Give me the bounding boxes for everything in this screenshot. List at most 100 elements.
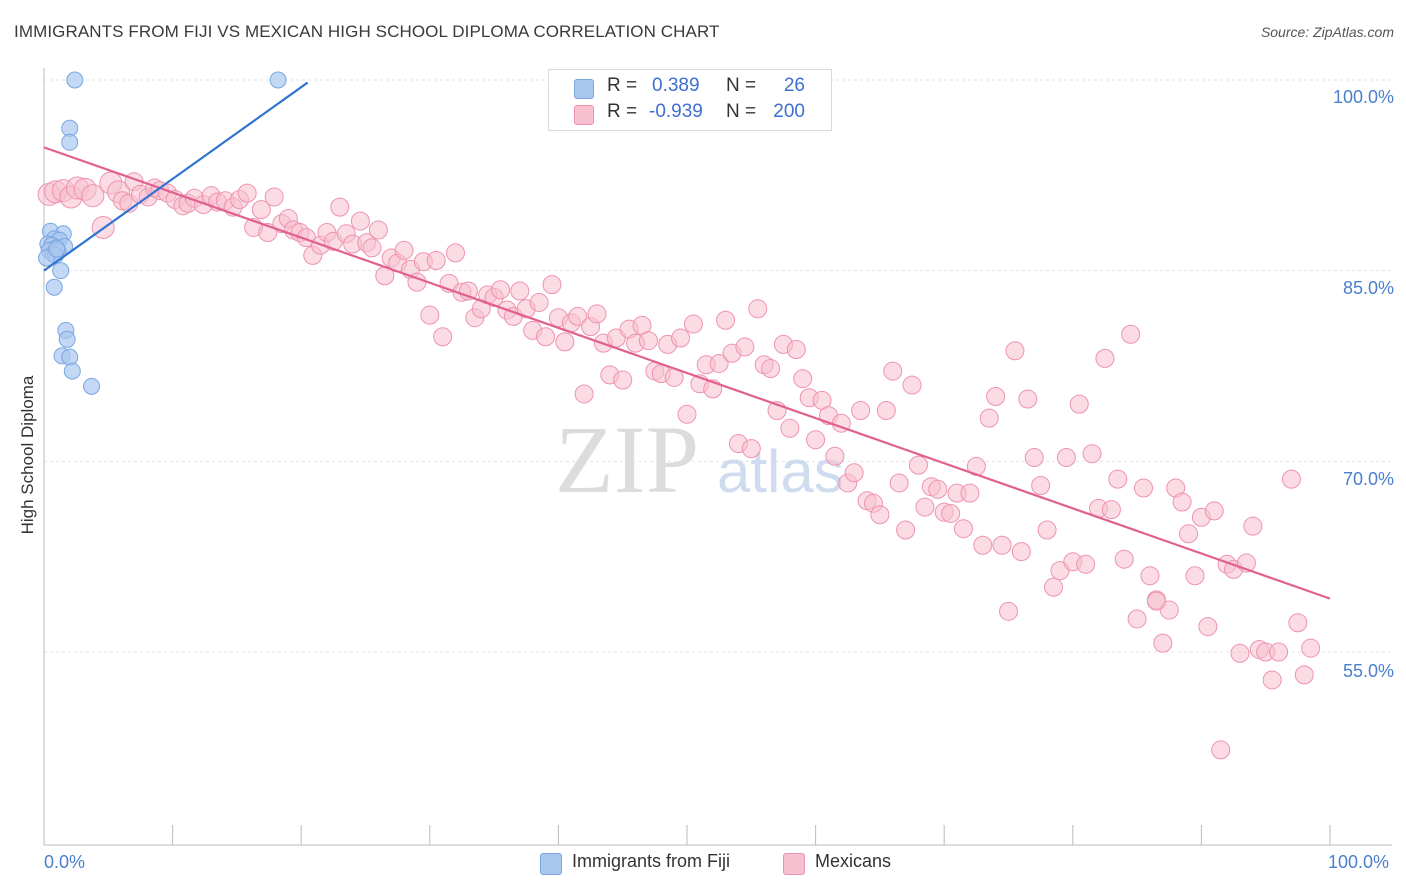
data-point-mexicans	[350, 211, 370, 231]
data-point-mexicans	[237, 183, 257, 203]
data-point-mexicans	[671, 328, 691, 348]
data-point-mexicans	[638, 331, 658, 351]
series-mexicans	[37, 171, 1321, 760]
data-point-mexicans	[1294, 665, 1314, 685]
stats-row-fiji: R = 0.389 N = 26	[549, 75, 831, 101]
data-point-mexicans	[1172, 492, 1192, 512]
data-point-mexicans	[748, 299, 768, 319]
data-point-mexicans	[1146, 591, 1166, 611]
data-point-mexicans	[1127, 609, 1147, 629]
data-point-mexicans	[251, 200, 271, 220]
data-point-mexicans	[1101, 500, 1121, 520]
data-point-mexicans	[510, 281, 530, 301]
data-point-fiji	[45, 278, 63, 296]
stats-legend: R = 0.389 N = 26 R = -0.939 N = 200	[548, 69, 832, 131]
data-point-mexicans	[1301, 638, 1321, 658]
data-point-mexicans	[1037, 520, 1057, 540]
legend-swatch-fiji	[540, 853, 562, 875]
data-point-mexicans	[1076, 554, 1096, 574]
data-point-mexicans	[973, 535, 993, 555]
y-tick-label: 70.0%	[1342, 469, 1394, 489]
data-point-mexicans	[81, 184, 105, 208]
data-point-mexicans	[851, 400, 871, 420]
legend-swatch-mexicans	[574, 105, 594, 125]
legend-swatch-mexicans	[783, 853, 805, 875]
data-point-mexicans	[992, 535, 1012, 555]
n-value-fiji: 26	[783, 75, 805, 96]
data-point-mexicans	[761, 359, 781, 379]
data-point-mexicans	[941, 503, 961, 523]
data-point-mexicans	[999, 601, 1018, 621]
data-point-mexicans	[1024, 448, 1044, 468]
data-point-mexicans	[780, 418, 800, 438]
data-point-mexicans	[683, 314, 703, 334]
data-point-mexicans	[870, 505, 890, 525]
data-point-mexicans	[1230, 643, 1250, 663]
data-point-fiji	[58, 330, 76, 348]
n-label: N =	[726, 101, 757, 122]
data-point-mexicans	[1179, 524, 1199, 544]
data-point-mexicans	[394, 240, 414, 260]
r-value-fiji: 0.389	[652, 75, 700, 96]
n-label: N =	[726, 75, 757, 96]
data-point-mexicans	[960, 483, 980, 503]
data-point-mexicans	[979, 408, 999, 428]
y-tick-label: 100.0%	[1332, 87, 1394, 107]
chart-title: IMMIGRANTS FROM FIJI VS MEXICAN HIGH SCH…	[14, 22, 720, 41]
data-point-mexicans	[1269, 642, 1289, 662]
data-point-mexicans	[1044, 577, 1064, 597]
data-point-fiji	[48, 240, 66, 258]
r-value-mexicans: -0.939	[649, 101, 703, 122]
data-point-mexicans	[433, 327, 453, 347]
y-tick-label: 85.0%	[1342, 278, 1394, 298]
data-point-mexicans	[902, 375, 922, 395]
data-point-fiji	[269, 71, 287, 89]
data-point-mexicans	[1204, 501, 1224, 521]
data-point-mexicans	[1185, 566, 1205, 586]
data-point-mexicans	[536, 327, 556, 347]
data-point-mexicans	[716, 310, 736, 330]
data-point-mexicans	[1011, 542, 1031, 562]
data-point-mexicans	[1095, 348, 1115, 368]
axes	[43, 68, 1392, 846]
data-point-mexicans	[1108, 469, 1128, 489]
legend-swatch-fiji	[574, 79, 594, 99]
data-point-mexicans	[1114, 549, 1134, 569]
data-point-mexicans	[709, 353, 729, 373]
data-point-mexicans	[896, 520, 916, 540]
legend-label-mexicans: Mexicans	[815, 851, 892, 871]
data-point-fiji	[83, 377, 101, 395]
data-point-mexicans	[426, 250, 446, 270]
data-point-mexicans	[928, 479, 948, 499]
data-point-mexicans	[446, 243, 466, 263]
data-point-mexicans	[786, 339, 806, 359]
data-point-mexicans	[1056, 448, 1076, 468]
stats-row-mexicans: R = -0.939 N = 200	[549, 101, 831, 127]
r-label: R =	[607, 75, 638, 96]
data-point-mexicans	[1262, 670, 1282, 690]
legend-label-fiji: Immigrants from Fiji	[572, 851, 731, 871]
data-point-fiji	[61, 348, 79, 366]
data-point-mexicans	[735, 337, 755, 357]
data-point-mexicans	[613, 370, 633, 390]
data-point-mexicans	[529, 292, 549, 312]
data-point-mexicans	[1153, 633, 1173, 653]
data-point-mexicans	[1288, 613, 1308, 633]
watermark-zip: ZIP	[555, 406, 699, 513]
x-tick-label-min: 0.0%	[44, 852, 86, 872]
data-point-mexicans	[368, 220, 388, 240]
data-point-mexicans	[574, 384, 594, 404]
data-point-mexicans	[741, 439, 761, 459]
data-point-mexicans	[420, 305, 440, 325]
series-fiji	[38, 71, 287, 395]
data-point-fiji	[63, 362, 81, 380]
data-point-mexicans	[1140, 566, 1160, 586]
data-point-mexicans	[825, 446, 845, 466]
data-point-fiji	[66, 71, 84, 89]
n-value-mexicans: 200	[773, 101, 805, 122]
data-point-mexicans	[677, 404, 697, 424]
y-axis-label: High School Diploma	[18, 375, 37, 535]
data-point-mexicans	[330, 197, 350, 217]
data-point-mexicans	[1069, 394, 1089, 414]
